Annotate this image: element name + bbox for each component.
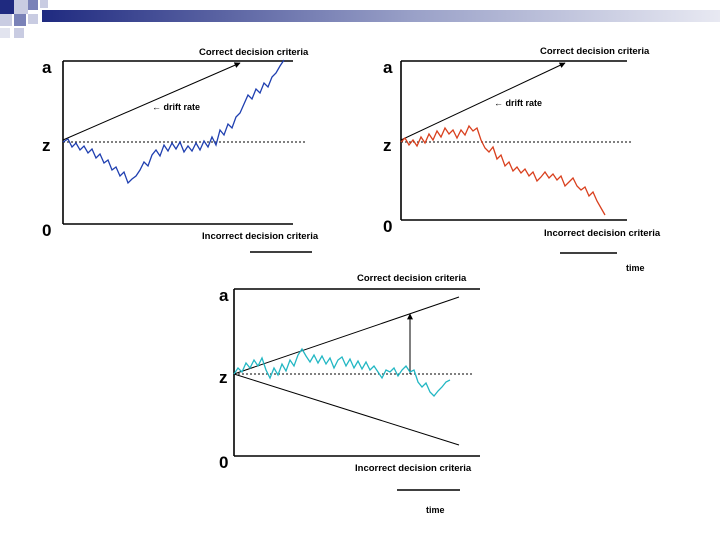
upper-label: a (42, 58, 52, 77)
zero-label: 0 (383, 217, 392, 236)
diffusion-path-blue (62, 59, 285, 185)
corner-decoration (0, 0, 48, 38)
drift-rate-arrow (400, 62, 566, 141)
time-label: time (626, 263, 645, 273)
title-bar (42, 10, 720, 22)
drift-rate-label: ← drift rate (494, 98, 542, 108)
diffusion-path-cyan (233, 347, 451, 397)
drift-rate-label: ← drift rate (152, 102, 200, 112)
incorrect-criteria-label: Incorrect decision criteria (202, 231, 319, 242)
zero-label: 0 (219, 453, 228, 472)
correct-criteria-label: Correct decision criteria (357, 273, 467, 284)
incorrect-criteria-label: Incorrect decision criteria (544, 228, 661, 239)
start-label: z (383, 136, 392, 155)
upper-label: a (219, 286, 229, 305)
time-label: time (426, 505, 445, 515)
diffusion-path-red (400, 124, 606, 216)
upper-label: a (383, 58, 393, 77)
start-label: z (219, 368, 228, 387)
correct-criteria-label: Correct decision criteria (540, 46, 650, 57)
start-label: z (42, 136, 51, 155)
panel-top-left: a z 0 Correct decision criteria Incorrec… (42, 47, 319, 253)
drift-rate-arrow (62, 62, 241, 141)
correct-criteria-label: Correct decision criteria (199, 47, 309, 58)
upper-collapsing-bound (233, 296, 460, 375)
panel-bottom: a z 0 Correct decision criteria Incorrec… (219, 273, 480, 515)
lower-collapsing-bound (233, 373, 460, 446)
incorrect-criteria-label: Incorrect decision criteria (355, 463, 472, 474)
panel-top-right: a z 0 Correct decision criteria Incorrec… (383, 46, 661, 273)
zero-label: 0 (42, 221, 51, 240)
